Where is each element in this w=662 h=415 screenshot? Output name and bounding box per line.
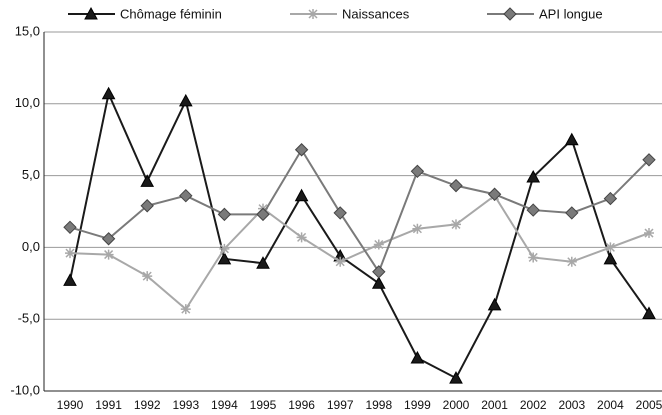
marker xyxy=(487,187,502,201)
marker xyxy=(412,223,423,234)
x-tick-label: 1995 xyxy=(250,398,277,412)
x-tick-label: 1998 xyxy=(365,398,392,412)
legend-label: Naissances xyxy=(342,6,410,21)
x-tick-label: 1997 xyxy=(327,398,354,412)
marker xyxy=(449,371,463,384)
marker xyxy=(372,265,386,279)
series-line xyxy=(69,90,650,380)
marker xyxy=(333,206,347,220)
marker xyxy=(526,169,541,183)
marker xyxy=(566,256,577,267)
marker xyxy=(217,251,232,265)
marker xyxy=(373,239,384,250)
x-tick-label: 1990 xyxy=(57,398,84,412)
marker xyxy=(642,153,656,167)
marker xyxy=(603,251,618,265)
marker xyxy=(294,143,309,157)
x-tick-label: 2000 xyxy=(443,398,470,412)
marker xyxy=(140,174,155,187)
x-tick-label: 2002 xyxy=(520,398,547,412)
marker xyxy=(63,273,77,286)
marker xyxy=(63,220,77,235)
y-tick-label: 0,0 xyxy=(22,239,40,254)
x-tick-label: 1993 xyxy=(172,398,199,412)
marker xyxy=(642,306,656,319)
y-tick-label: 10,0 xyxy=(15,95,40,110)
x-tick-label: 2003 xyxy=(558,398,585,412)
x-tick-label: 1992 xyxy=(134,398,161,412)
x-tick-label: 2004 xyxy=(597,398,624,412)
marker xyxy=(410,164,425,178)
series-line xyxy=(69,147,650,274)
marker xyxy=(180,304,191,315)
x-tick-label: 1994 xyxy=(211,398,238,412)
marker xyxy=(410,350,425,364)
series-line xyxy=(69,194,650,311)
marker xyxy=(294,188,309,202)
marker xyxy=(528,252,539,263)
marker xyxy=(564,132,579,146)
y-tick-label: 5,0 xyxy=(22,167,40,182)
marker xyxy=(371,276,386,289)
y-tick-label: -10,0 xyxy=(10,382,40,397)
marker xyxy=(65,248,75,259)
x-tick-label: 2005 xyxy=(636,398,662,412)
marker xyxy=(603,191,618,206)
x-tick-label: 1991 xyxy=(95,398,122,412)
x-tick-label: 1999 xyxy=(404,398,431,412)
marker xyxy=(219,243,230,254)
legend-label: Chômage féminin xyxy=(120,6,222,21)
y-tick-label: -5,0 xyxy=(18,311,40,326)
marker xyxy=(217,207,232,222)
x-tick-label: 1996 xyxy=(288,398,315,412)
marker xyxy=(256,207,270,222)
marker xyxy=(84,6,98,20)
marker xyxy=(142,271,153,282)
marker xyxy=(503,7,517,21)
marker xyxy=(644,228,654,239)
marker xyxy=(526,203,540,217)
marker xyxy=(335,256,346,267)
marker xyxy=(103,249,114,260)
marker xyxy=(605,242,616,253)
marker xyxy=(308,9,318,19)
marker xyxy=(179,188,193,203)
marker xyxy=(101,232,116,246)
legend-label: API longue xyxy=(539,6,603,21)
x-tick-label: 2001 xyxy=(481,398,508,412)
marker xyxy=(449,178,463,193)
marker xyxy=(140,199,154,213)
marker xyxy=(296,232,307,243)
marker xyxy=(487,297,502,311)
marker xyxy=(178,93,193,107)
marker xyxy=(101,86,116,100)
y-tick-label: 15,0 xyxy=(15,23,40,38)
marker xyxy=(256,256,270,269)
marker xyxy=(565,206,579,220)
marker xyxy=(451,219,461,230)
